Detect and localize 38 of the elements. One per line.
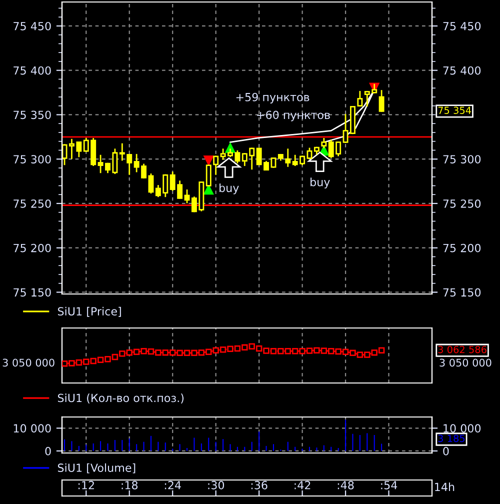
- x-tick-label: :24: [164, 480, 181, 490]
- y-tick-label: 75 300: [14, 155, 51, 164]
- y-tick-label: 75 200: [14, 244, 51, 252]
- x-tick-label: :36: [251, 480, 268, 490]
- y-tick-label: 75 450: [14, 22, 51, 30]
- x-tick-label: :54: [381, 481, 398, 490]
- text: 3 050 000: [440, 358, 492, 367]
- y2-tick-label: 75 450: [443, 22, 481, 30]
- x-tick-label: :12: [78, 480, 94, 490]
- y2-tick-label: 75 300: [443, 155, 481, 164]
- y2-tick-label: 75 250: [443, 199, 481, 208]
- y-tick-label: 75 150: [14, 288, 51, 297]
- y-tick-label: 10 000: [14, 424, 51, 433]
- y-tick-label: 75 250: [14, 199, 51, 208]
- x-tick-label: :18: [122, 480, 138, 490]
- y-tick-label: 0: [45, 446, 51, 456]
- text: 14h: [435, 482, 454, 491]
- text: 3 185: [438, 434, 465, 442]
- legend-label: SiU1 [Price]: [58, 306, 121, 317]
- annotation: +60 пунктов: [257, 110, 330, 122]
- y2-tick-label: 10 000: [444, 424, 481, 433]
- annotation: +59 пунктов: [236, 92, 310, 104]
- text: 3 062 586: [438, 346, 486, 354]
- y2-tick-label: 75 400: [443, 66, 481, 75]
- y-tick-label: 75 350: [14, 110, 51, 120]
- x-tick-label: :48: [338, 480, 354, 490]
- y-tick-label: 75 400: [14, 66, 51, 75]
- x-tick-label: :42: [294, 480, 310, 490]
- y2-tick-label: 75 200: [443, 244, 481, 252]
- text: 3 050 000: [2, 358, 54, 367]
- text: 75 354: [438, 106, 472, 114]
- annotation: buy: [310, 178, 330, 188]
- legend-label: SiU1 [Volume]: [58, 463, 136, 474]
- y2-tick-label: 75 150: [443, 288, 481, 297]
- y2-tick-label: 0: [443, 446, 449, 456]
- x-tick-label: :30: [208, 480, 224, 490]
- text: SiU1 (Кол-во отк.поз.): [58, 394, 184, 404]
- annotation: buy: [220, 184, 239, 194]
